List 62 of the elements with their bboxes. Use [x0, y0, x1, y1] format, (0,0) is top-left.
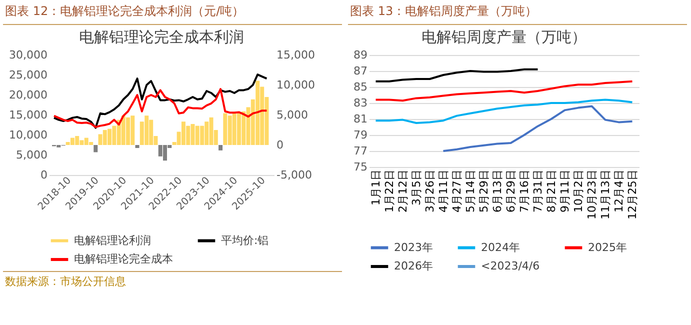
x-tick-label: 12月25日	[626, 170, 639, 220]
legend-label: 电解铝理论利润	[74, 234, 151, 247]
y-tick-label: 81	[354, 112, 368, 126]
y-tick-label: 79	[354, 128, 368, 142]
x-tick-label: 2月12日	[396, 170, 410, 212]
legend-label: 2023年	[394, 240, 433, 254]
legend-label: 2026年	[394, 260, 433, 272]
x-tick-label: 8月21日	[544, 170, 558, 212]
y-tick-label: 10,000	[9, 128, 48, 142]
x-tick-label: 4月27日	[450, 170, 464, 212]
x-tick-label: 4月11日	[436, 170, 450, 212]
y2-tick-label: -5,000	[276, 168, 312, 182]
y2-tick-label: 0	[276, 138, 284, 152]
x-tick-label: 6月29日	[504, 170, 518, 212]
x-tick-label: 5月14日	[464, 170, 477, 212]
bar	[218, 145, 223, 150]
y-tick-label: 30,000	[9, 48, 48, 62]
y-tick-label: 25,000	[9, 68, 48, 82]
y2-tick-label: 15,000	[276, 48, 315, 62]
line-series	[53, 88, 268, 128]
y-tick-label: 89	[354, 48, 368, 62]
x-tick-label: 9月11日	[558, 170, 572, 212]
y-tick-label: 5,000	[16, 148, 48, 162]
y-tick-label: 77	[354, 144, 368, 158]
legend-label: 平均价:铝	[221, 234, 269, 247]
y-tick-label: 87	[354, 64, 368, 78]
legend-label: <2023/4/6	[481, 260, 540, 272]
line-series	[374, 98, 634, 124]
x-tick-label: 7月16日	[518, 170, 531, 212]
line-series	[374, 68, 539, 82]
legend-label: 2024年	[481, 240, 520, 254]
y2-tick-label: 10,000	[276, 78, 315, 92]
line-series	[53, 74, 268, 129]
x-tick-label: 12月4日	[612, 170, 626, 212]
y2-tick-label: 5,000	[276, 108, 308, 122]
x-tick-label: 10月23日	[585, 170, 598, 220]
x-tick-label: 1月22日	[382, 170, 396, 212]
y-tick-label: 15,000	[9, 108, 48, 122]
x-tick-label: 7月31日	[531, 170, 544, 212]
chart-title: 图表 13：电解铝周度产量（万吨）	[348, 0, 687, 25]
bar	[94, 145, 98, 152]
x-tick-label: 11月13日	[598, 170, 612, 220]
x-tick-label: 3月26日	[423, 170, 436, 212]
x-tick-label: 3月5日	[410, 170, 423, 206]
x-tick-label: 10月2日	[572, 170, 585, 212]
y-tick-label: 0	[40, 168, 48, 182]
line-series	[442, 105, 634, 152]
y-tick-label: 85	[354, 80, 368, 94]
x-tick-label: 1月1日	[369, 170, 382, 206]
legend-label: 2025年	[588, 240, 627, 254]
line-series	[374, 80, 634, 102]
x-tick-label: 5月29日	[477, 170, 490, 212]
chart-subtitle: 电解铝理论完全成本利润	[79, 28, 244, 46]
chart-title: 图表 12：电解铝理论完全成本利润（元/吨）	[3, 0, 342, 25]
y-tick-label: 83	[354, 96, 368, 110]
x-tick-label: 6月13日	[490, 170, 504, 212]
legend-label: 电解铝理论完全成本	[74, 252, 173, 266]
y-tick-label: 75	[354, 160, 368, 174]
bar	[135, 145, 140, 148]
source-note: 数据来源：市场公开信息	[3, 271, 342, 291]
chart-subtitle: 电解铝周度产量（万吨）	[422, 28, 586, 46]
y-tick-label: 20,000	[9, 88, 48, 102]
